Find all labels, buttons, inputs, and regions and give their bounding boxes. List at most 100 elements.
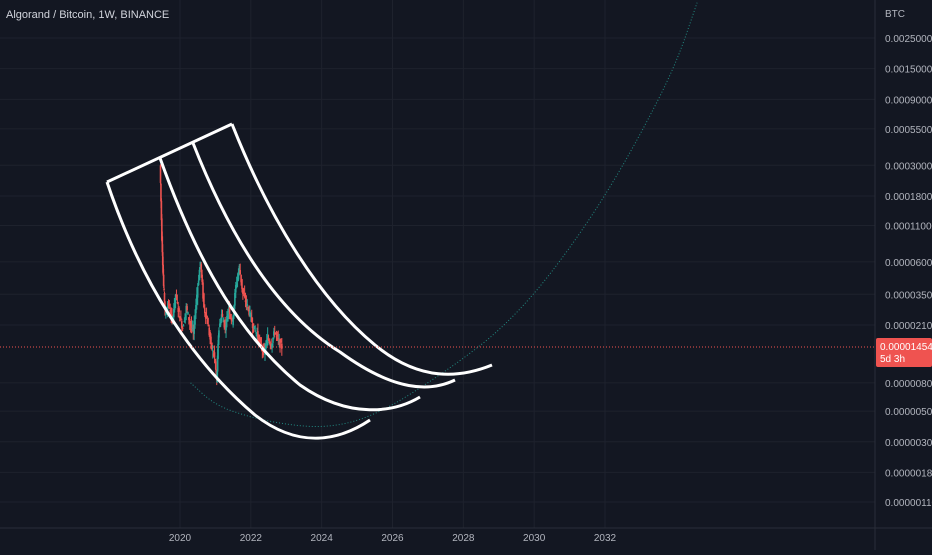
candle-body [199,261,202,267]
candle-body [237,271,240,280]
candle-body [190,324,193,329]
candle-body [184,313,187,318]
candle-body [193,320,195,334]
candle-body [269,343,272,346]
candle-body [219,321,222,325]
candle-body [215,361,217,370]
candle-body [209,331,211,340]
candle-body [180,321,183,328]
candle-body [213,352,216,358]
candle-body [173,308,175,318]
projection-curve-path [190,2,698,428]
x-tick-label: 2028 [452,533,475,544]
x-tick-label: 2022 [240,533,263,544]
channel-band-2[interactable] [158,157,421,412]
candle-body [257,331,259,339]
candle-body [192,331,195,333]
candle-body [273,331,275,336]
candle-body [162,274,165,286]
candle-body [201,274,203,282]
candle-body [191,327,194,329]
candle-body [180,317,182,319]
channel-top-edge[interactable] [106,122,233,184]
last-price-value: 0.00001454 [880,342,932,353]
candle-body [242,294,245,296]
channel-band-3[interactable] [191,142,456,389]
y-tick-label: 0.00000110 [885,498,932,509]
candle-body [178,308,180,312]
candle-body [166,306,169,313]
candle-body [174,294,177,301]
candle-body [204,312,207,319]
title-sep-2: , [114,9,121,21]
candle-body [255,332,257,334]
candle-body [179,316,181,322]
candle-body [268,340,271,344]
candle-body [203,293,205,308]
symbol-title[interactable]: Algorand / Bitcoin, 1W, BINANCE [6,9,169,21]
candle-body [159,165,162,183]
candle-body [227,314,229,322]
candle-body [185,305,187,314]
candle-body [163,288,165,290]
candle-body [220,314,223,322]
candle-body [167,303,170,305]
candle-body [207,324,210,327]
interval-label: 1W [98,9,115,21]
candle-body [273,333,276,335]
candle-body [160,200,163,221]
candle-body [160,183,162,202]
candle-body [243,293,246,297]
candle-body [244,300,247,303]
regression-channel-drawing[interactable] [105,122,493,440]
x-tick-label: 2020 [169,533,192,544]
candle-body [168,303,171,306]
candle-body [183,320,186,322]
candle-body [196,294,198,305]
candle-body [265,347,267,350]
candle-body [163,292,166,302]
channel-band-1[interactable] [105,181,371,440]
channel-band-4[interactable] [230,123,493,376]
candle-body [206,319,209,325]
candle-body [176,302,179,304]
candle-body [230,318,233,321]
candle-body [228,306,231,314]
candle-body [188,318,191,324]
last-price-tag [876,338,932,368]
candle-body [221,313,224,317]
candle-body [250,316,253,322]
candle-body [258,339,261,341]
candle-body [267,337,270,340]
candle-body [278,340,280,343]
candle-body [251,323,254,329]
candle-body [246,304,249,306]
candle-body [239,270,242,275]
candle-body [177,307,180,312]
candle-body [195,305,197,314]
candle-body [196,287,199,298]
candle-body [202,282,204,299]
candle-body [272,337,274,343]
candle-body [203,307,206,314]
candle-body [210,336,212,342]
candle-body [169,309,172,315]
candle-body [222,321,225,323]
candle-body [218,330,220,338]
grid [0,0,875,528]
candle-body [232,315,234,326]
candle-body [271,344,273,349]
bar-countdown: 5d 3h [880,354,905,365]
projection-curve [190,2,698,428]
candle-body [226,315,228,321]
